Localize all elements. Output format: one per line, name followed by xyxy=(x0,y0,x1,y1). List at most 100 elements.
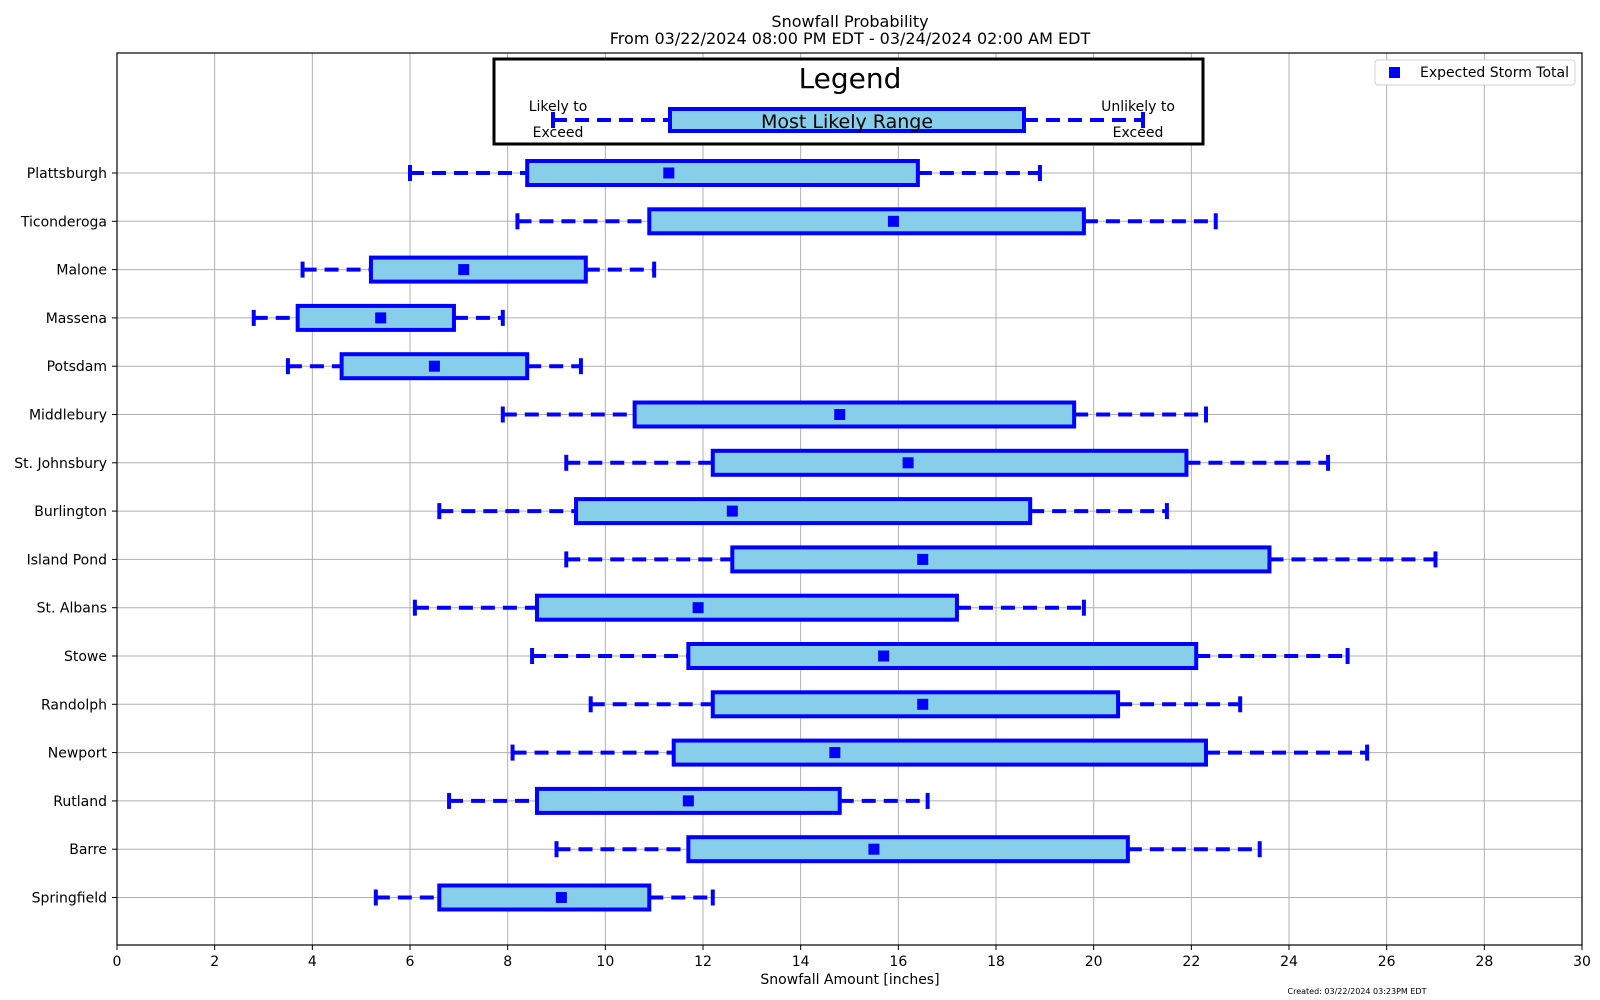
range-box xyxy=(339,352,530,381)
x-tick-label: 14 xyxy=(792,954,810,970)
x-tick-label: 12 xyxy=(694,954,712,970)
expected-marker xyxy=(375,312,387,324)
key-right-label-1: Unlikely to xyxy=(1101,99,1175,115)
expected-marker xyxy=(878,650,890,662)
x-axis-label: Snowfall Amount [inches] xyxy=(760,972,939,988)
site-label: Massena xyxy=(46,311,107,327)
key-left-label-2: Exceed xyxy=(533,125,584,141)
x-tick-label: 8 xyxy=(503,954,512,970)
site-row xyxy=(564,545,1438,574)
expected-marker xyxy=(692,602,704,614)
site-row xyxy=(588,690,1243,719)
site-label: Newport xyxy=(48,746,108,762)
site-label: Malone xyxy=(56,263,107,279)
range-box xyxy=(710,448,1189,477)
site-label: St. Johnsbury xyxy=(14,456,107,472)
site-row xyxy=(515,207,1218,236)
site-row xyxy=(285,352,583,381)
site-label: Potsdam xyxy=(47,359,107,375)
x-tick-label: 26 xyxy=(1378,954,1396,970)
range-box xyxy=(574,497,1033,526)
x-tick-label: 28 xyxy=(1475,954,1493,970)
range-box xyxy=(534,593,959,622)
site-row xyxy=(300,255,657,284)
site-row xyxy=(251,303,505,332)
site-row xyxy=(564,448,1331,477)
range-box xyxy=(686,642,1199,670)
key-box-frame xyxy=(492,57,1205,146)
legend-label: Expected Storm Total xyxy=(1420,65,1569,81)
chart-title: Snowfall Probability xyxy=(771,12,928,31)
key-box: Legend Most Likely Range Likely to Excee… xyxy=(492,57,1205,146)
expected-marker xyxy=(829,747,841,759)
range-box xyxy=(437,883,652,912)
site-label: Plattsburgh xyxy=(27,166,107,182)
x-tick-label: 22 xyxy=(1182,954,1200,970)
expected-marker xyxy=(902,457,914,469)
expected-marker xyxy=(726,505,738,517)
range-box xyxy=(368,255,588,284)
site-label: Randolph xyxy=(41,697,107,713)
range-box xyxy=(686,835,1130,864)
x-tick-label: 16 xyxy=(889,954,907,970)
site-label: Springfield xyxy=(32,891,107,907)
x-axis-ticks: 0 2 4 6 8 10 12 14 16 18 20 22 24 26 28 30 xyxy=(113,945,1591,970)
site-label: Ticonderoga xyxy=(20,214,107,230)
x-tick-label: 0 xyxy=(113,954,122,970)
site-label: Burlington xyxy=(34,504,107,520)
site-row xyxy=(412,593,1086,622)
legend-frame xyxy=(1374,59,1576,86)
range-box xyxy=(730,545,1272,574)
legend-marker-icon xyxy=(1389,67,1400,78)
expected-marker xyxy=(917,553,929,565)
series xyxy=(251,159,1438,912)
expected-marker xyxy=(663,167,675,179)
range-box xyxy=(632,400,1077,429)
site-row xyxy=(408,159,1042,187)
expected-marker xyxy=(458,264,470,276)
expected-marker xyxy=(887,215,899,227)
site-row xyxy=(554,835,1262,864)
plot-frame xyxy=(116,52,1583,946)
site-label: Middlebury xyxy=(29,408,107,424)
key-right-label-2: Exceed xyxy=(1113,125,1164,141)
x-tick-label: 30 xyxy=(1573,954,1591,970)
key-range-box xyxy=(668,107,1026,133)
expected-marker xyxy=(428,360,440,372)
expected-marker xyxy=(917,698,929,710)
expected-marker xyxy=(555,892,567,903)
legend: Expected Storm Total xyxy=(1374,59,1576,86)
x-tick-label: 20 xyxy=(1085,954,1103,970)
site-row xyxy=(373,883,715,912)
site-row xyxy=(437,497,1169,526)
site-row xyxy=(510,738,1370,767)
site-label: St. Albans xyxy=(37,601,107,617)
expected-marker xyxy=(834,409,846,420)
key-left-label-1: Likely to xyxy=(529,99,588,115)
expected-marker xyxy=(868,843,880,855)
range-box xyxy=(647,207,1086,236)
site-label: Rutland xyxy=(53,794,107,810)
site-row xyxy=(500,400,1208,429)
key-box-title: Legend xyxy=(799,62,902,95)
x-tick-label: 2 xyxy=(210,954,219,970)
range-box xyxy=(525,159,920,187)
x-tick-label: 6 xyxy=(406,954,415,970)
y-axis-ticks: Plattsburgh Ticonderoga Malone Massena Potsd… xyxy=(14,166,117,907)
chart-subtitle: From 03/22/2024 08:00 PM EDT - 03/24/202… xyxy=(610,29,1091,48)
x-tick-label: 10 xyxy=(596,954,614,970)
site-label: Barre xyxy=(69,842,107,858)
site-row xyxy=(530,642,1350,670)
site-label: Island Pond xyxy=(27,552,107,568)
range-box xyxy=(710,690,1121,719)
footer-created: Created: 03/22/2024 03:23PM EDT xyxy=(1288,987,1427,996)
range-box xyxy=(671,738,1208,767)
site-row xyxy=(447,786,930,815)
x-tick-label: 18 xyxy=(987,954,1005,970)
key-center-label: Most Likely Range xyxy=(761,111,933,133)
site-label: Stowe xyxy=(64,649,107,665)
x-tick-label: 24 xyxy=(1280,954,1298,970)
expected-marker xyxy=(682,795,694,807)
x-tick-label: 4 xyxy=(308,954,317,970)
